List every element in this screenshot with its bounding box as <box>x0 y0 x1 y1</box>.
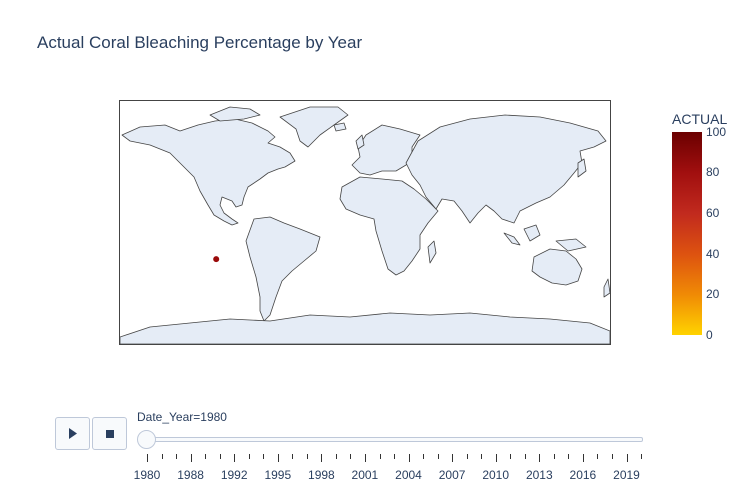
slider-minor-tick <box>263 454 265 459</box>
slider-major-tick <box>495 454 497 462</box>
slider-minor-tick <box>205 454 207 459</box>
land-north-america <box>121 118 296 226</box>
colorbar <box>672 132 702 335</box>
slider-minor-tick <box>510 454 512 459</box>
slider-major-tick <box>234 454 236 462</box>
play-icon <box>68 428 77 439</box>
land-borneo <box>523 224 541 242</box>
world-map[interactable] <box>119 100 611 345</box>
land-greenland <box>279 106 349 148</box>
chart-title: Actual Coral Bleaching Percentage by Yea… <box>37 33 363 52</box>
slider-handle[interactable] <box>137 430 156 449</box>
slider-major-tick <box>364 454 366 462</box>
bleaching-point-0[interactable] <box>213 256 220 263</box>
colorbar-tick-0: 0 <box>706 328 713 342</box>
colorbar-title: ACTUAL <box>672 111 728 127</box>
slider-rail[interactable] <box>147 437 643 442</box>
slider-step-label[interactable]: 2004 <box>395 468 422 482</box>
slider-major-tick <box>147 454 148 462</box>
land-australia <box>531 248 583 286</box>
slider-major-tick <box>626 454 628 462</box>
colorbar-tick-40: 40 <box>706 247 720 261</box>
slider-minor-tick <box>306 454 308 459</box>
land-south-america <box>245 216 321 322</box>
slider-step-label[interactable]: 1988 <box>177 468 204 482</box>
slider-step-label[interactable]: 1998 <box>308 468 335 482</box>
points-layer <box>213 256 220 263</box>
slider-major-tick <box>277 454 279 462</box>
land-madagascar <box>427 240 437 264</box>
land-iceland <box>333 122 347 132</box>
colorbar-tick-100: 100 <box>706 125 727 139</box>
slider-step-label[interactable]: 2013 <box>525 468 553 482</box>
colorbar-tick-60: 60 <box>706 206 720 220</box>
slider-step-label[interactable]: 2019 <box>613 468 640 482</box>
colorbar-tick-80: 80 <box>706 165 720 179</box>
slider-minor-tick <box>176 454 178 459</box>
land-sumatra <box>503 232 521 246</box>
slider-minor-tick <box>524 454 526 459</box>
land-antarctica <box>120 312 610 344</box>
slider-step-label[interactable]: 1992 <box>220 468 248 482</box>
slider-minor-tick <box>466 454 468 459</box>
slider-minor-tick <box>335 454 337 459</box>
slider-minor-tick <box>292 454 294 459</box>
slider-major-tick <box>539 454 541 462</box>
land-asia <box>405 114 607 224</box>
land-japan <box>577 158 587 178</box>
slider-minor-tick <box>379 454 381 459</box>
slider-major-tick <box>321 454 323 462</box>
play-button[interactable] <box>55 417 90 450</box>
slider-step-label[interactable]: 2001 <box>351 468 379 482</box>
slider-minor-tick <box>394 454 395 459</box>
slider-minor-tick <box>568 454 570 459</box>
slider-minor-tick <box>248 454 250 459</box>
slider-step-label[interactable]: 2016 <box>569 468 597 482</box>
slider-ticks: 1980 1988 1992 1995 1998 2001 2004 2007 2010 2013… <box>0 454 750 500</box>
land-new-guinea <box>555 238 587 252</box>
stop-button[interactable] <box>92 417 127 450</box>
slider-minor-tick <box>597 454 599 459</box>
colorbar-tick-20: 20 <box>706 287 720 301</box>
land-new-zealand <box>603 278 610 298</box>
slider-step-label[interactable]: 2007 <box>438 468 466 482</box>
land-arctic-islands <box>209 106 261 122</box>
slider-current-value: Date_Year=1980 <box>137 410 227 424</box>
slider-major-tick <box>452 454 454 462</box>
slider-minor-tick <box>641 454 642 459</box>
land-layer <box>120 106 610 344</box>
map-canvas <box>120 106 610 344</box>
slider-minor-tick <box>611 454 613 459</box>
slider-step-label[interactable]: 1980 <box>133 468 161 482</box>
slider-minor-tick <box>219 454 221 459</box>
slider-minor-tick <box>437 454 439 459</box>
slider-step-label[interactable]: 2010 <box>482 468 510 482</box>
slider-minor-tick <box>481 454 483 459</box>
slider-minor-tick <box>553 454 555 459</box>
stop-icon <box>105 429 114 438</box>
slider-minor-tick <box>161 454 163 459</box>
land-africa <box>339 176 439 276</box>
slider-step-label[interactable]: 1995 <box>264 468 292 482</box>
slider-major-tick <box>408 454 410 462</box>
land-uk <box>355 134 365 150</box>
slider-major-tick <box>190 454 192 462</box>
slider-major-tick <box>582 454 584 462</box>
slider-minor-tick <box>423 454 425 459</box>
slider-minor-tick <box>350 454 352 459</box>
